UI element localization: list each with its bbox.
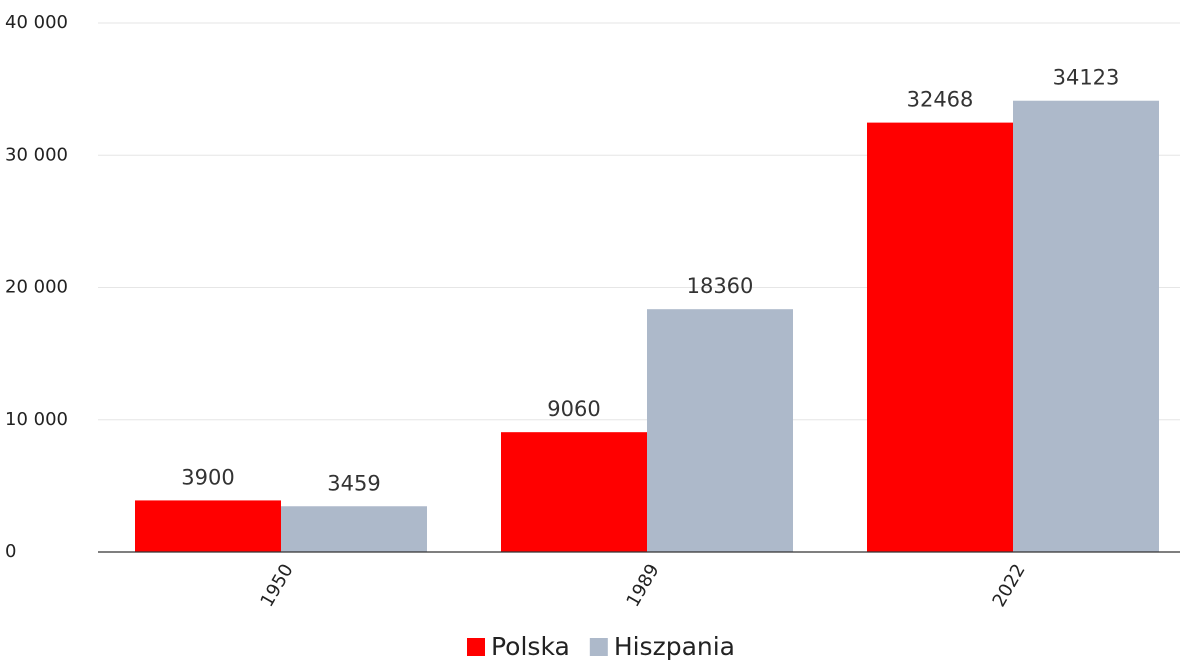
y-tick-label: 40 000 xyxy=(5,12,68,33)
legend-label: Polska xyxy=(491,632,570,661)
legend-label: Hiszpania xyxy=(614,632,735,661)
y-tick-label: 10 000 xyxy=(5,409,68,430)
y-tick-label: 30 000 xyxy=(5,144,68,165)
bar xyxy=(281,506,427,552)
value-label: 34123 xyxy=(1053,66,1120,90)
legend-swatch xyxy=(589,638,608,656)
y-tick-label: 20 000 xyxy=(5,277,68,298)
bar xyxy=(647,309,793,552)
value-label: 18360 xyxy=(687,274,754,298)
bar xyxy=(867,122,1013,552)
value-label: 32468 xyxy=(907,88,974,112)
y-tick-label: 0 xyxy=(5,541,16,562)
value-label: 9060 xyxy=(547,397,600,421)
bar xyxy=(501,432,647,552)
legend-swatch xyxy=(467,638,485,656)
x-tick-label: 1950 xyxy=(257,561,298,611)
bar xyxy=(135,500,281,552)
x-tick-label: 1989 xyxy=(623,561,664,611)
bar xyxy=(1013,100,1159,552)
legend: Polska Hiszpania xyxy=(467,632,735,661)
value-label: 3900 xyxy=(181,465,234,489)
value-label: 3459 xyxy=(327,471,380,495)
x-tick-label: 2022 xyxy=(989,561,1030,611)
